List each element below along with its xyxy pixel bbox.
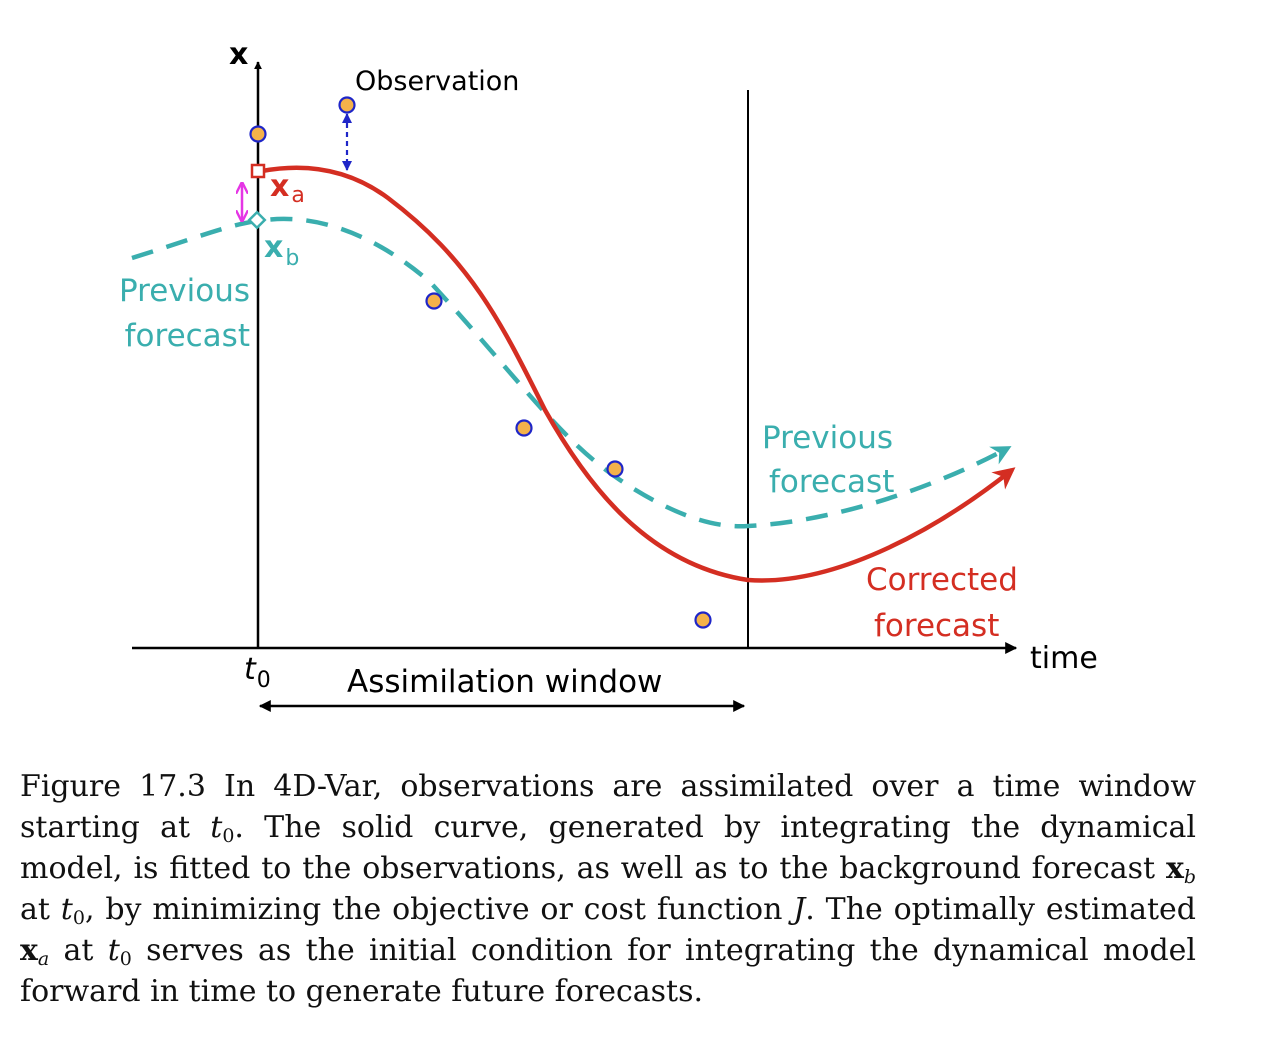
previous-forecast-label-left: Previous xyxy=(119,273,250,309)
observation-point xyxy=(338,96,356,114)
observation-label: Observation xyxy=(355,66,519,97)
xb-label: xb xyxy=(264,230,299,271)
corrected-forecast-label-2: forecast xyxy=(874,608,999,644)
figure-caption: Figure 17.3 In 4D-Var, observations are … xyxy=(20,769,1197,1009)
corrected-forecast-curve xyxy=(261,165,1016,583)
observation-point xyxy=(515,419,533,437)
background-state-marker xyxy=(247,210,267,230)
y-axis-label: x xyxy=(229,37,248,72)
observation-point xyxy=(425,292,443,310)
assimilation-window-label: Assimilation window xyxy=(347,664,662,700)
previous-forecast-curve xyxy=(131,216,1012,529)
analysis-state-marker xyxy=(250,163,266,179)
xa-label: xa xyxy=(270,169,305,208)
observation-point xyxy=(694,611,712,629)
observation-point xyxy=(606,460,624,478)
time-axis-label: time xyxy=(1030,641,1098,676)
t0-label: t0 xyxy=(244,652,271,693)
corrected-forecast-label: Corrected xyxy=(866,562,1018,598)
4dvar-diagram: x Observation xa xb Previous forecast Pr… xyxy=(119,37,1098,712)
observation-point xyxy=(249,125,267,143)
previous-forecast-label-right: Previous xyxy=(762,420,893,456)
previous-forecast-label-left-2: forecast xyxy=(125,318,250,354)
previous-forecast-label-right-2: forecast xyxy=(769,464,894,500)
